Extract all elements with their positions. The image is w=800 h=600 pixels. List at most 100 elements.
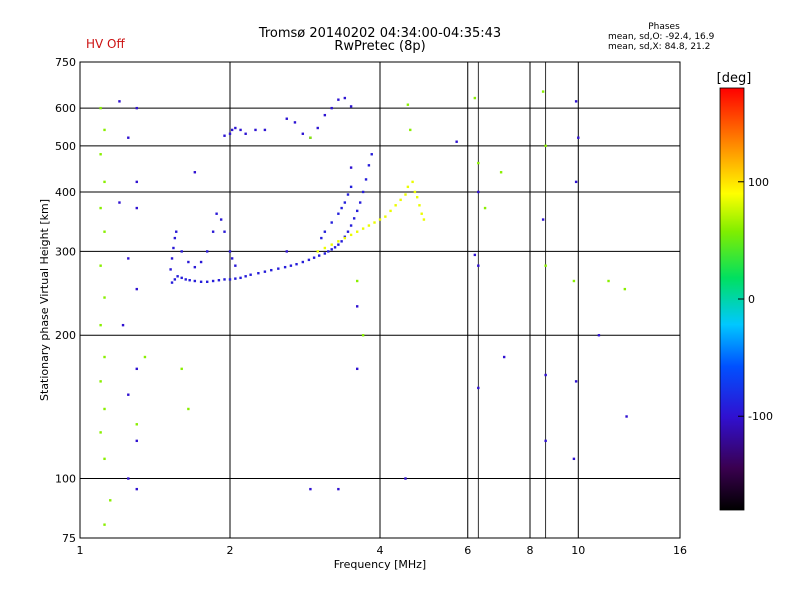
echo-point [352, 217, 356, 220]
y-tick-label: 750 [55, 56, 76, 69]
echo-point [215, 212, 218, 215]
y-tick-label: 75 [62, 532, 76, 545]
phase-colorbar: [deg] 100 0 -100 [717, 71, 773, 511]
echo-point [355, 209, 359, 213]
y-tick-label: 600 [55, 102, 76, 115]
y-tick-label: 200 [55, 329, 76, 342]
echo-point [228, 132, 232, 135]
echo-point [180, 367, 183, 371]
echo-point [574, 380, 578, 383]
echo-point [418, 204, 421, 207]
echo-point [239, 276, 242, 280]
title-line-1: Tromsø 20140202 04:34:00-04:35:43 [258, 26, 502, 41]
echo-point [373, 221, 376, 224]
phase-stats-title: Phases [648, 22, 680, 32]
y-tick-label: 100 [55, 473, 76, 486]
x-tick-label: 2 [227, 544, 234, 557]
echo-point [406, 103, 410, 106]
echo-point [343, 236, 347, 240]
echo-point [143, 355, 147, 359]
echo-point [330, 248, 333, 251]
echo-point [415, 195, 419, 199]
echo-point [211, 230, 215, 233]
echo-point [477, 264, 480, 267]
echo-point [349, 224, 353, 227]
plot-frame [79, 61, 681, 539]
phase-stats: Phases mean, sd,O: -92.4, 16.9 mean, sd,… [608, 22, 720, 52]
echo-point [283, 265, 287, 269]
echo-point [330, 221, 333, 224]
echo-point [263, 128, 267, 132]
echo-point [502, 355, 506, 359]
echo-point [127, 257, 130, 260]
echo-point [343, 235, 347, 238]
echo-point [103, 296, 106, 299]
echo-point [135, 423, 138, 426]
echo-point [176, 275, 179, 278]
echo-points [99, 90, 628, 526]
echo-point [541, 218, 545, 221]
echo-point [330, 243, 333, 246]
hv-status: HV Off [86, 37, 125, 51]
echo-point [175, 230, 178, 233]
echo-point [544, 373, 547, 377]
echo-point [406, 185, 410, 189]
echo-point [358, 201, 362, 204]
echo-point [572, 279, 576, 283]
echo-point [187, 260, 190, 264]
echo-point [301, 260, 305, 264]
echo-point [289, 264, 293, 267]
echo-point [477, 161, 480, 165]
echo-point [199, 260, 203, 264]
echo-point [316, 126, 319, 130]
echo-point [399, 198, 402, 202]
echo-point [337, 98, 340, 101]
echo-point [234, 264, 237, 267]
echo-point [188, 279, 191, 282]
echo-point [223, 134, 226, 137]
echo-point [199, 280, 203, 283]
echo-point [361, 190, 365, 194]
echo-point [309, 136, 312, 139]
echo-point [541, 90, 545, 93]
echo-point [99, 323, 102, 327]
echo-point [623, 287, 627, 291]
echo-point [544, 439, 547, 443]
echo-point [127, 393, 130, 396]
x-tick-label: 6 [464, 544, 471, 557]
echo-point [99, 431, 102, 434]
echo-point [367, 164, 371, 167]
echo-point [340, 206, 343, 210]
echo-point [473, 96, 477, 100]
echo-point [625, 415, 628, 418]
echo-point [230, 257, 234, 260]
echo-point [103, 180, 106, 184]
echo-point [234, 277, 237, 280]
echo-point [349, 105, 353, 108]
colorbar-unit: [deg] [717, 71, 752, 86]
echo-point [170, 257, 174, 260]
echo-point [180, 250, 183, 253]
echo-point [244, 132, 247, 135]
echo-point [477, 190, 480, 194]
echo-point [103, 230, 106, 233]
echo-point [370, 153, 373, 156]
echo-point [378, 218, 382, 221]
echo-point [277, 267, 280, 270]
echo-point [223, 278, 226, 281]
echo-point [239, 128, 242, 132]
echo-point [135, 106, 138, 110]
echo-point [337, 487, 340, 491]
echo-point [483, 206, 487, 210]
y-axis-label: Stationary phase Virtual Height [km] [38, 199, 51, 401]
echo-point [346, 230, 350, 233]
echo-point [285, 117, 288, 120]
echo-point [234, 126, 237, 130]
echo-point [193, 265, 197, 269]
echo-point [330, 106, 333, 110]
x-tick-label: 4 [377, 544, 384, 557]
echo-point [340, 240, 343, 243]
echo-point [223, 230, 226, 233]
echo-point [409, 128, 412, 132]
echo-point [316, 250, 319, 253]
